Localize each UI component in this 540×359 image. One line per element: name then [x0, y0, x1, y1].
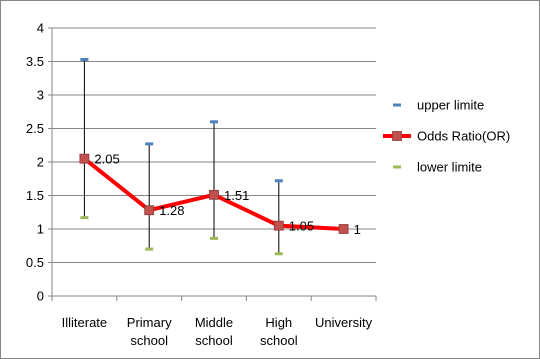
x-category-label-line: Primary: [127, 315, 172, 330]
legend-or-marker: [392, 131, 402, 141]
lower-limit-marker: [80, 216, 89, 220]
odds-ratio-marker: [338, 224, 349, 234]
x-category-label-line: High: [265, 315, 292, 330]
x-category-label-line: school: [195, 333, 233, 348]
y-tick-label: 2: [37, 155, 44, 170]
x-category-label: University: [315, 315, 373, 330]
x-category-label-line: school: [260, 333, 298, 348]
error-bars: [83, 59, 280, 254]
y-tick-label: 1.5: [26, 188, 44, 203]
x-category-label-line: Middle: [195, 315, 233, 330]
legend-upper-swatch: [393, 103, 401, 107]
odds-ratio-data-label: 2.05: [94, 152, 119, 167]
x-category-label-line: University: [315, 315, 373, 330]
lower-limit-marker: [145, 247, 154, 251]
legend-upper-label: upper limite: [417, 98, 484, 113]
odds-ratio-marker: [209, 189, 219, 200]
x-category-label-line: Illiterate: [62, 315, 108, 330]
odds-ratio-marker: [273, 220, 284, 231]
legend-lower-swatch: [393, 165, 401, 169]
x-category-labels: Illiterate Primary school Middle school High s…: [62, 315, 373, 348]
y-tick-label: 0.5: [26, 255, 44, 270]
odds-ratio-data-label: 1.28: [159, 203, 184, 218]
y-tick-labels: 0 0.5 1 1.5 2 2.5 3 3.5 4: [26, 21, 44, 304]
upper-limit-marker: [80, 57, 89, 61]
lower-limit-marker: [274, 252, 283, 256]
y-tick-label: 3.5: [26, 54, 44, 69]
odds-ratio-marker: [79, 153, 90, 164]
odds-ratio-marker: [144, 205, 155, 216]
legend-lower-label: lower limite: [417, 160, 482, 175]
x-category-label: Primary school: [127, 315, 172, 348]
y-tick-label: 0: [37, 289, 44, 304]
legend: upper limite Odds Ratio(OR) lower limite: [383, 98, 510, 175]
x-tick-marks: [51, 296, 377, 301]
odds-ratio-data-label: 1.51: [224, 188, 249, 203]
x-category-label-line: school: [130, 333, 168, 348]
x-category-label: Middle school: [195, 315, 233, 348]
y-tick-label: 4: [37, 21, 44, 36]
y-tick-label: 2.5: [26, 121, 44, 136]
upper-limit-marker: [145, 142, 154, 146]
data-labels: 2.05 1.28 1.51 1.05 1: [94, 152, 360, 237]
odds-ratio-data-label: 1.05: [289, 219, 314, 234]
x-category-label: Illiterate: [62, 315, 108, 330]
upper-limit-marker: [210, 120, 218, 124]
y-tick-label: 3: [37, 88, 44, 103]
x-category-label: High school: [260, 315, 298, 348]
legend-or-label: Odds Ratio(OR): [417, 129, 510, 144]
series-markers: [79, 57, 349, 256]
lower-limit-marker: [210, 236, 218, 240]
odds-ratio-data-label: 1: [354, 222, 361, 237]
y-tick-label: 1: [37, 222, 44, 237]
upper-limit-marker: [274, 179, 283, 183]
axes: [51, 28, 376, 297]
